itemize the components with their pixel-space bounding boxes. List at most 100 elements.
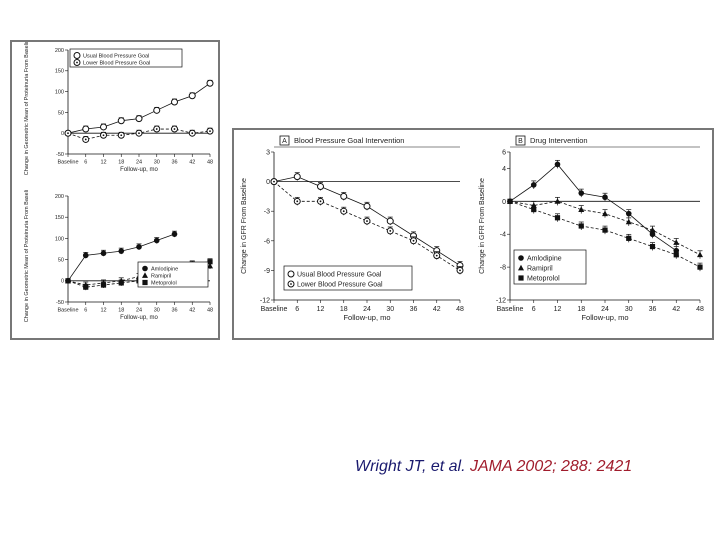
x-axis-label: Follow-up, mo [581, 313, 628, 322]
citation: Wright JT, et al. JAMA 2002; 288: 2421 [355, 458, 632, 476]
data-point [554, 161, 561, 168]
x-tick-label: 48 [696, 306, 704, 313]
data-point-dot [412, 239, 415, 242]
data-point [626, 235, 632, 241]
legend-box [137, 261, 209, 288]
x-tick-label: 18 [340, 306, 348, 313]
legend-marker [518, 255, 524, 261]
y-tick-label: 0 [502, 199, 506, 206]
x-tick-label: 24 [601, 306, 609, 313]
data-point [317, 183, 324, 191]
data-point [531, 206, 537, 213]
data-point [206, 79, 214, 87]
data-point [135, 115, 143, 123]
data-point-dot [459, 269, 461, 272]
y-axis-label: Change in Geometric Mean of Proteinuria … [24, 42, 30, 175]
data-point-dot [389, 230, 392, 232]
x-tick-label: 48 [207, 160, 213, 166]
legend-label: Lower Blood Pressure Goal [83, 60, 150, 66]
chart-title: Blood Pressure Goal Intervention [294, 136, 404, 145]
x-tick-label: Baseline [261, 306, 288, 313]
x-tick-label: Baseline [57, 308, 78, 314]
x-tick-label: 12 [100, 160, 106, 166]
panel-label-box [279, 135, 290, 146]
chart-title: Drug Intervention [530, 136, 588, 145]
data-point [578, 190, 585, 196]
x-tick-label: 18 [577, 306, 585, 313]
data-point [171, 231, 178, 237]
x-tick-label: Baseline [57, 160, 78, 166]
y-axis-label: Change in Geometric Mean of Proteinuria … [24, 190, 30, 322]
data-point-dot [209, 130, 211, 133]
x-tick-label: 42 [189, 160, 195, 166]
data-point [649, 226, 656, 233]
data-point [554, 215, 561, 221]
y-tick-label: -3 [264, 209, 270, 216]
x-tick-label: 42 [189, 308, 195, 314]
legend-box [69, 48, 183, 68]
x-tick-label: 6 [84, 308, 87, 314]
data-point [82, 252, 89, 259]
x-axis-label: Follow-up, mo [343, 313, 390, 322]
data-point-dot [173, 128, 176, 130]
y-tick-label: 0 [61, 279, 64, 285]
data-point-dot [155, 128, 158, 130]
data-point-dot [296, 200, 299, 203]
x-tick-label: 36 [171, 308, 177, 314]
data-point [625, 210, 632, 217]
data-point [697, 264, 703, 270]
legend-marker [73, 52, 81, 59]
data-point [673, 239, 680, 245]
panel-label-box [515, 135, 526, 146]
y-tick-label: 0 [61, 131, 64, 137]
legend-label: Amlodipine [527, 255, 562, 262]
x-tick-label: 30 [154, 160, 160, 166]
x-tick-label: 24 [363, 306, 371, 313]
x-tick-label: 42 [433, 306, 441, 313]
data-point [171, 98, 178, 106]
data-point [100, 282, 107, 288]
legend-marker-dot [76, 61, 78, 64]
x-tick-label: 36 [171, 160, 177, 166]
legend-label: Usual Blood Pressure Goal [83, 53, 149, 59]
data-point [578, 223, 584, 229]
y-tick-label: 3 [266, 149, 270, 156]
data-point [65, 278, 71, 284]
data-point [293, 173, 301, 181]
x-tick-label: 6 [295, 306, 299, 313]
data-point [207, 259, 213, 265]
x-tick-label: 12 [100, 308, 106, 314]
data-point [117, 117, 125, 125]
y-tick-label: -6 [264, 238, 270, 245]
y-tick-label: -50 [56, 300, 64, 306]
y-tick-label: -4 [500, 232, 506, 239]
series-line [67, 82, 211, 134]
data-point [530, 182, 537, 188]
x-tick-label: 42 [672, 306, 680, 313]
y-tick-label: 6 [502, 149, 506, 156]
x-tick-label: 30 [386, 306, 394, 313]
panel-label: A [282, 138, 287, 145]
data-point-dot [138, 132, 140, 135]
x-tick-label: 48 [456, 306, 464, 313]
data-point [602, 227, 608, 233]
series-line [509, 163, 677, 251]
legend-box [513, 249, 587, 285]
legend-marker-dot [290, 283, 292, 285]
data-point [625, 218, 632, 225]
data-point [136, 244, 142, 250]
chart-gfr-drug: B Drug Intervention 6 4 0 -4 -8 -12 Baseline 6 12 1… [479, 135, 704, 322]
x-tick-label: 12 [317, 306, 325, 313]
legend-label: Lower Blood Pressure Goal [297, 281, 383, 288]
panel-label: B [518, 138, 523, 145]
series-line [509, 200, 701, 268]
data-point-dot [84, 138, 87, 141]
y-tick-label: -12 [496, 297, 506, 304]
data-point-dot [319, 200, 322, 203]
data-point [697, 251, 703, 258]
chart-gfr-bp-goal: A Blood Pressure Goal Intervention30-3-6-… [241, 135, 464, 322]
data-point [602, 194, 608, 201]
legend-marker [287, 270, 295, 278]
data-point-dot [435, 254, 438, 257]
data-point [649, 243, 656, 250]
